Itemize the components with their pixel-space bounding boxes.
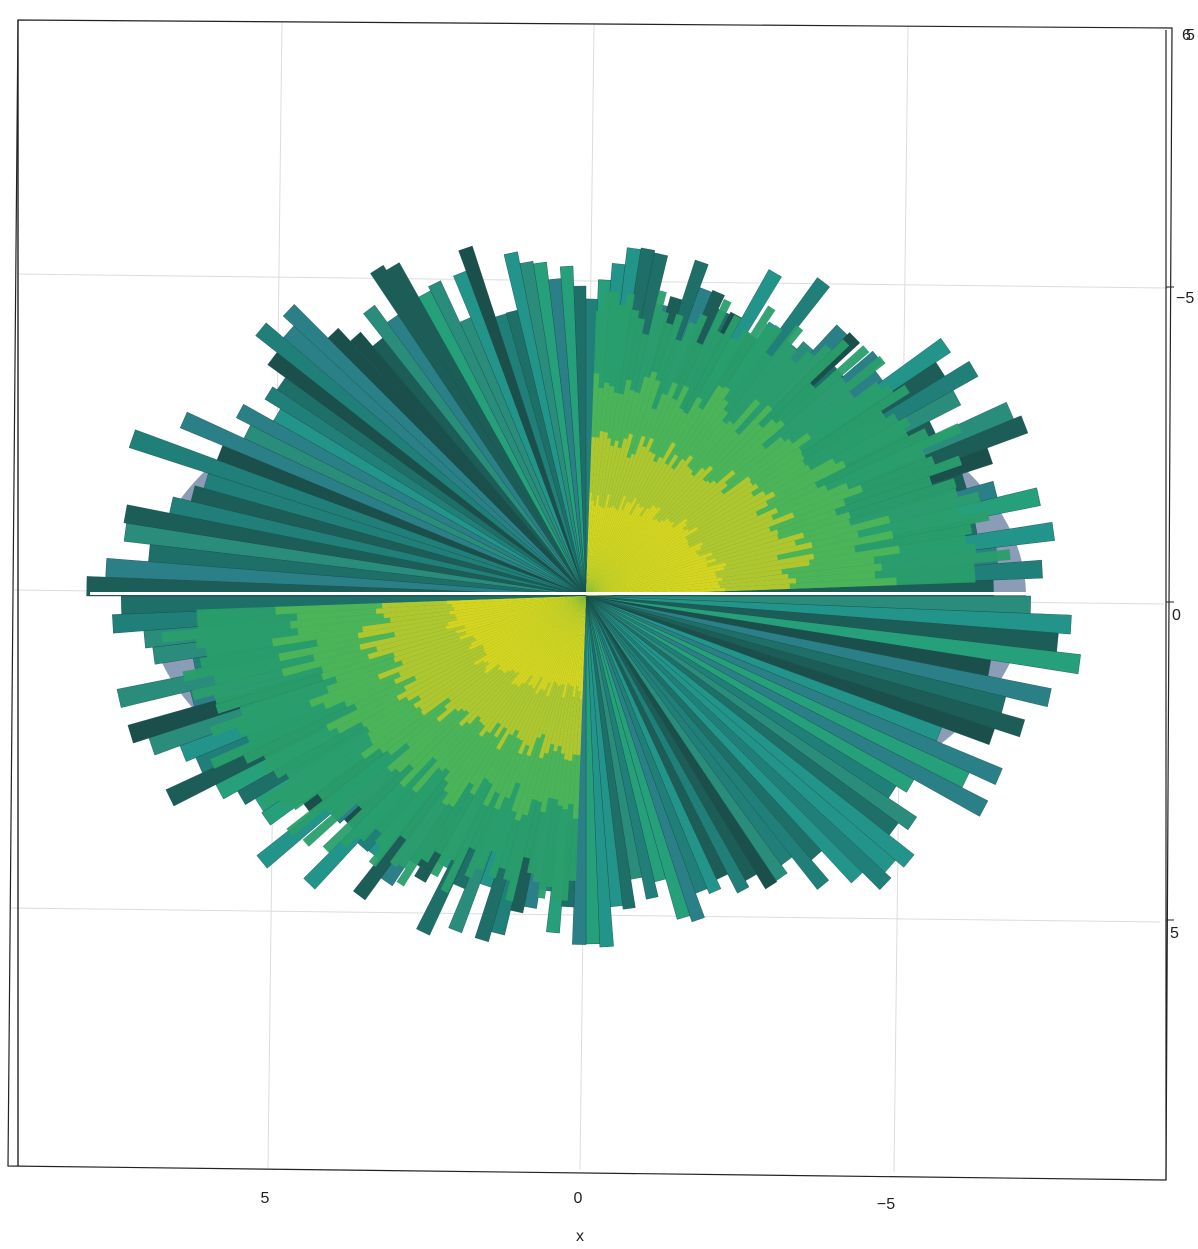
- corner-label: 5: [1186, 27, 1195, 44]
- y-tick-label: 5: [1170, 925, 1179, 942]
- y-axis: −5 0 5 6 5: [1166, 27, 1195, 942]
- x-tick-label: 5: [261, 1190, 270, 1207]
- x-axis-title: x: [576, 1228, 584, 1245]
- x-tick-label: 0: [574, 1190, 583, 1207]
- surface-mesh: [87, 246, 1090, 947]
- surface-seam: [90, 592, 1090, 595]
- y-tick-label: 0: [1172, 607, 1181, 624]
- x-axis: 5 0 −5 x: [261, 1190, 896, 1245]
- y-tick-label: −5: [1176, 290, 1194, 307]
- x-tick-label: −5: [877, 1196, 895, 1213]
- y-gridline: [18, 274, 1168, 288]
